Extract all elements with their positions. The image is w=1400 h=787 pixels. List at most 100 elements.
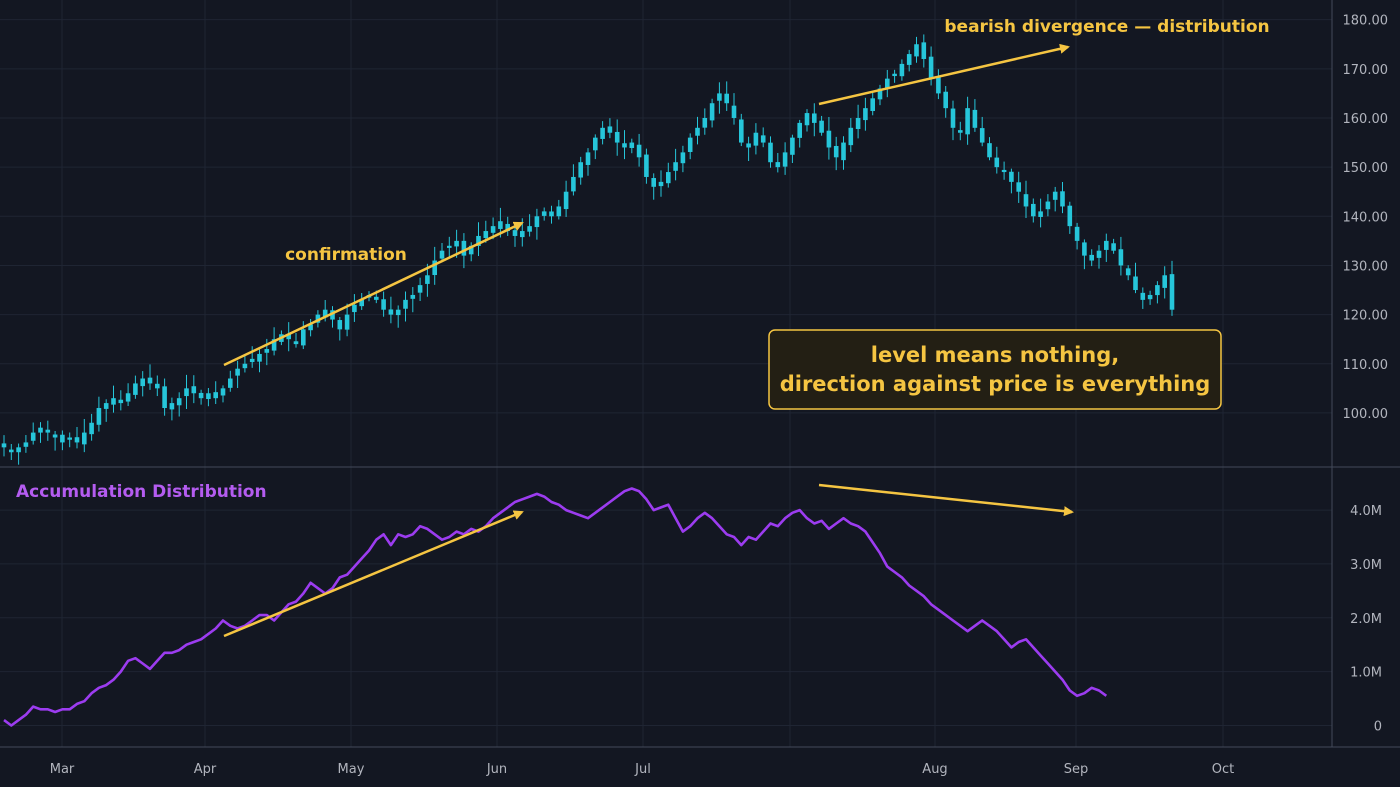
candle — [892, 69, 897, 83]
candle — [680, 145, 686, 173]
ad-tick-label: 4.0M — [1350, 504, 1382, 519]
candle — [1162, 266, 1167, 299]
candle — [739, 113, 744, 147]
candle-body — [819, 120, 824, 133]
candle — [549, 205, 554, 224]
ad-tick-label: 2.0M — [1350, 612, 1382, 627]
candle-body — [286, 334, 291, 340]
candle-body — [739, 119, 744, 143]
candle — [841, 136, 846, 170]
candle-body — [921, 42, 927, 59]
candle — [388, 296, 394, 324]
candle-body — [82, 432, 87, 445]
candle — [162, 378, 167, 416]
candle — [1169, 260, 1175, 316]
candle-body — [563, 191, 569, 210]
candle — [249, 346, 255, 368]
candle-body — [461, 240, 467, 256]
candle — [1111, 238, 1116, 254]
candle-body — [527, 226, 532, 232]
candle-body — [206, 393, 211, 400]
candle-body — [804, 113, 810, 126]
price-tick-label: 120.00 — [1343, 309, 1389, 324]
price-axis-labels[interactable]: 100.00 110.00 120.00 130.00 140.00 150.00 160.… — [1343, 14, 1389, 422]
callout-line-1: level means nothing, — [871, 343, 1119, 367]
price-tick-label: 100.00 — [1343, 407, 1389, 422]
candle — [30, 422, 36, 445]
candle-body — [1104, 240, 1109, 250]
candle-body — [425, 275, 430, 284]
candle-body — [724, 93, 729, 104]
time-axis-labels[interactable]: Mar Apr May Jun Jul Aug Sep Oct — [50, 762, 1235, 777]
ad-divergence-arrow — [818, 483, 1074, 517]
candle — [527, 214, 532, 237]
candle-body — [468, 245, 474, 255]
candle — [315, 310, 321, 328]
candle — [833, 136, 839, 171]
candle — [1082, 239, 1087, 270]
candle-body — [155, 383, 160, 389]
candle-body — [848, 127, 854, 146]
candle-body — [1169, 274, 1175, 310]
candle — [797, 119, 802, 148]
candle-body — [892, 73, 897, 77]
candle-body — [1, 443, 7, 448]
candle-body — [636, 144, 642, 158]
candle-body — [731, 105, 737, 118]
candle — [352, 294, 357, 322]
candle-body — [228, 378, 233, 388]
candle-body — [797, 122, 802, 138]
candle-body — [454, 240, 459, 247]
candle — [308, 319, 313, 337]
candle — [760, 127, 766, 148]
candle-body — [1082, 242, 1087, 256]
candle — [877, 84, 883, 106]
candle — [1067, 201, 1073, 234]
ad-axis-labels[interactable]: 0 1.0M 2.0M 3.0M 4.0M — [1350, 504, 1382, 734]
callout-line-2: direction against price is everything — [780, 372, 1211, 396]
candle-body — [403, 299, 408, 309]
candle-body — [125, 393, 131, 402]
candle — [775, 152, 781, 173]
candle — [9, 444, 14, 460]
candle — [1031, 198, 1036, 223]
candle — [629, 138, 635, 154]
candle-body — [1125, 268, 1131, 276]
price-tick-label: 180.00 — [1343, 14, 1389, 29]
candle-body — [417, 285, 423, 293]
candle-body — [322, 309, 328, 318]
candle-body — [593, 137, 598, 151]
candle-body — [1060, 191, 1065, 207]
candle-body — [483, 231, 489, 238]
candle — [593, 134, 598, 160]
candle — [38, 422, 43, 443]
candle — [505, 216, 510, 236]
candle-body — [388, 309, 394, 315]
candle-body — [271, 339, 277, 351]
candle-body — [658, 181, 664, 187]
candle — [622, 130, 627, 160]
candle — [293, 332, 299, 348]
candle — [534, 208, 540, 240]
price-tick-label: 110.00 — [1343, 358, 1389, 373]
candle-body — [972, 109, 978, 128]
candle — [96, 396, 102, 432]
candle-body — [1147, 294, 1153, 300]
candle — [666, 162, 671, 188]
candle-body — [702, 117, 708, 128]
candle-body — [943, 91, 948, 109]
candle-body — [979, 128, 985, 143]
candle-body — [753, 132, 759, 146]
ad-line — [3, 487, 1108, 727]
candle — [103, 399, 109, 422]
candle — [848, 118, 854, 153]
candle-body — [709, 103, 715, 121]
candle — [972, 99, 978, 132]
candle — [1118, 236, 1124, 276]
candle — [768, 136, 773, 168]
candle-body — [1162, 275, 1167, 288]
candle — [242, 355, 248, 373]
candle-body — [571, 176, 576, 192]
candle — [1023, 180, 1029, 219]
candle-body — [213, 392, 218, 399]
